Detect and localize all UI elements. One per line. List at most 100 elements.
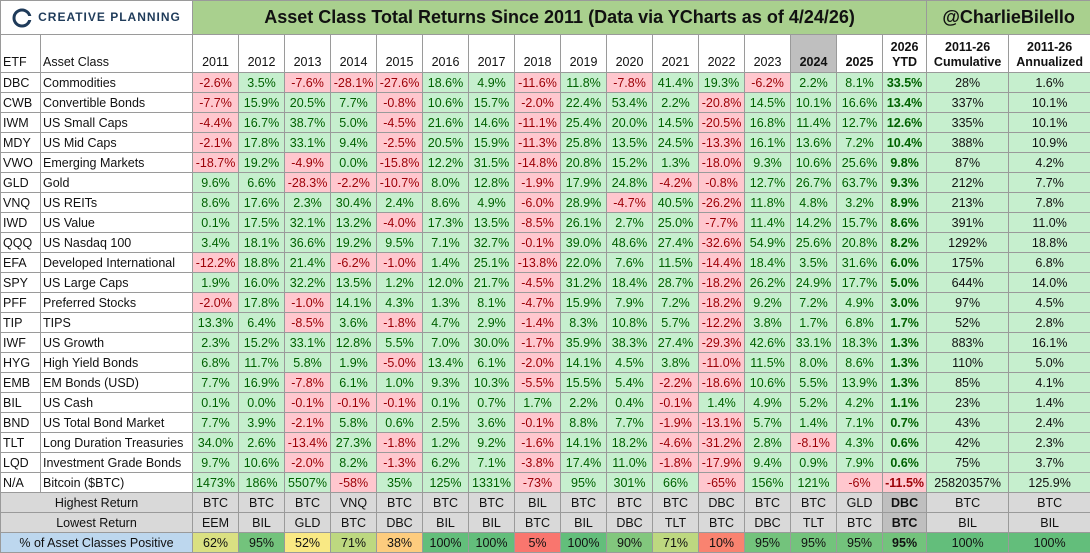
column-header-text: 2013 (294, 55, 322, 69)
return-cell: 9.8% (883, 153, 927, 173)
return-cell: 18.1% (239, 233, 285, 253)
return-cell: -14.4% (699, 253, 745, 273)
return-cell: 1.3% (423, 293, 469, 313)
column-header: 2014 (331, 35, 377, 73)
return-cell: 7.7% (607, 413, 653, 433)
return-cell: 12.8% (469, 173, 515, 193)
return-cell: 32.7% (469, 233, 515, 253)
return-cell: -17.9% (699, 453, 745, 473)
return-cell: -13.3% (699, 133, 745, 153)
asset-class: US REITs (41, 193, 193, 213)
asset-class: US Mid Caps (41, 133, 193, 153)
return-cell: 1.0% (377, 373, 423, 393)
return-cell: -0.8% (377, 93, 423, 113)
return-cell: 2.8% (1009, 313, 1090, 333)
return-cell: 95% (561, 473, 607, 493)
return-cell: 15.2% (239, 333, 285, 353)
return-cell: 5.7% (653, 313, 699, 333)
return-cell: 27.4% (653, 233, 699, 253)
asset-class: US Cash (41, 393, 193, 413)
return-cell: 26.2% (745, 273, 791, 293)
return-cell: -13.8% (515, 253, 561, 273)
column-header-text: ETF (3, 55, 27, 69)
return-cell: 22.0% (561, 253, 607, 273)
asset-class: US Nasdaq 100 (41, 233, 193, 253)
return-cell: 337% (927, 93, 1009, 113)
asset-class: High Yield Bonds (41, 353, 193, 373)
return-cell: 17.9% (561, 173, 607, 193)
return-cell: 21.6% (423, 113, 469, 133)
etf: DBC (1, 73, 41, 93)
summary-cell: BTC (699, 513, 745, 533)
return-cell: 66% (653, 473, 699, 493)
summary-cell: BTC (377, 493, 423, 513)
return-cell: -26.2% (699, 193, 745, 213)
title-row: CREATIVE PLANNING Asset Class Total Retu… (1, 1, 1090, 35)
return-cell: 0.9% (791, 453, 837, 473)
return-cell: 1.3% (883, 353, 927, 373)
return-cell: 10.1% (1009, 93, 1090, 113)
return-cell: -18.6% (699, 373, 745, 393)
return-cell: 31.5% (469, 153, 515, 173)
return-cell: -2.2% (653, 373, 699, 393)
return-cell: 8.6% (837, 353, 883, 373)
return-cell: -15.8% (377, 153, 423, 173)
summary-cell: BTC (883, 513, 927, 533)
summary-label: % of Asset Classes Positive (1, 533, 193, 553)
return-cell: 0.1% (423, 393, 469, 413)
return-cell: 2.2% (561, 393, 607, 413)
column-header-text: 2012 (248, 55, 276, 69)
return-cell: 7.9% (837, 453, 883, 473)
summary-cell: BTC (607, 493, 653, 513)
summary-cell: BTC (653, 493, 699, 513)
etf: SPY (1, 273, 41, 293)
return-cell: 156% (745, 473, 791, 493)
return-cell: 9.4% (745, 453, 791, 473)
return-cell: -11.0% (699, 353, 745, 373)
return-cell: 10.8% (607, 313, 653, 333)
return-cell: 20.5% (285, 93, 331, 113)
return-cell: 110% (927, 353, 1009, 373)
return-cell: -8.5% (285, 313, 331, 333)
return-cell: -28.3% (285, 173, 331, 193)
return-cell: 4.8% (791, 193, 837, 213)
return-cell: 75% (927, 453, 1009, 473)
return-cell: 1.2% (423, 433, 469, 453)
column-header-text: 2014 (340, 55, 368, 69)
return-cell: 16.8% (745, 113, 791, 133)
return-cell: 5.0% (1009, 353, 1090, 373)
return-cell: 2.5% (423, 413, 469, 433)
return-cell: -11.1% (515, 113, 561, 133)
return-cell: 1331% (469, 473, 515, 493)
etf: IWF (1, 333, 41, 353)
return-cell: 0.6% (883, 433, 927, 453)
column-header-text: 2017 (478, 55, 506, 69)
return-cell: 2.4% (1009, 413, 1090, 433)
summary-cell: BTC (193, 493, 239, 513)
return-cell: 30.4% (331, 193, 377, 213)
summary-cell: BTC (837, 513, 883, 533)
return-cell: 8.2% (331, 453, 377, 473)
column-header-text: Asset Class (43, 55, 109, 69)
column-header-text: 2016 (432, 55, 460, 69)
return-cell: 17.5% (239, 213, 285, 233)
return-cell: 17.7% (837, 273, 883, 293)
return-cell: 7.9% (607, 293, 653, 313)
return-cell: 14.0% (1009, 273, 1090, 293)
column-header-text: Cumulative (934, 55, 1001, 69)
return-cell: 9.5% (377, 233, 423, 253)
return-cell: 1.2% (377, 273, 423, 293)
return-cell: 35.9% (561, 333, 607, 353)
return-cell: 7.2% (653, 293, 699, 313)
return-cell: -4.5% (515, 273, 561, 293)
return-cell: 18.8% (1009, 233, 1090, 253)
return-cell: 14.1% (561, 353, 607, 373)
return-cell: 4.1% (1009, 373, 1090, 393)
return-cell: 16.0% (239, 273, 285, 293)
return-cell: 388% (927, 133, 1009, 153)
